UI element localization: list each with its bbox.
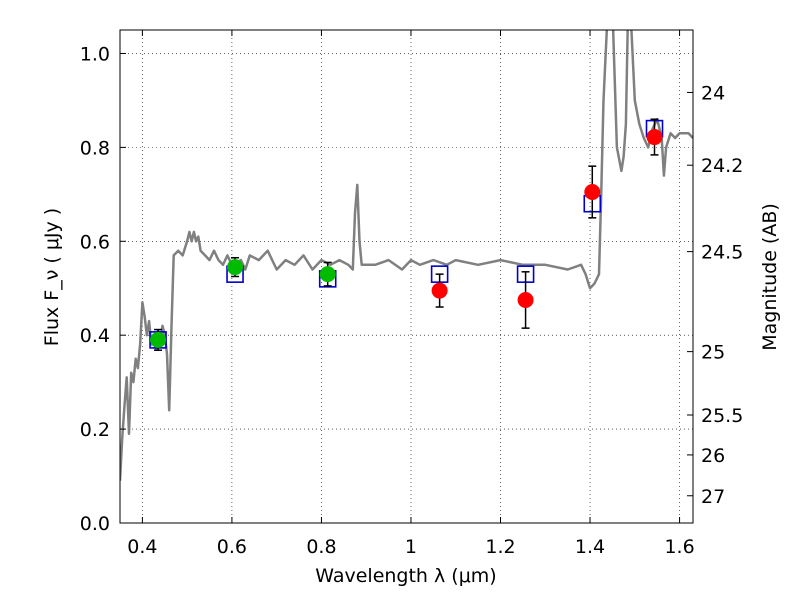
observed-flux-point xyxy=(517,291,534,308)
right-axis-label: Magnitude (AB) xyxy=(759,203,781,351)
x-tick-label: 1.2 xyxy=(485,536,515,558)
grid xyxy=(120,30,693,524)
magnitude-tick-label: 24 xyxy=(701,82,725,104)
y-tick-label: 0.4 xyxy=(80,325,110,347)
observed-flux-point xyxy=(150,331,167,348)
observed-flux-point xyxy=(646,129,663,146)
ticks: 0.4 0.6 0.8 1 1.2 1.4 1.6 0.0 0.2 0.4 0.6 0.8 1.0 24 2… xyxy=(80,30,743,558)
x-axis-label: Wavelength λ (μm) xyxy=(315,565,496,587)
magnitude-tick-label: 26 xyxy=(701,445,725,467)
y-axis-label: Flux F_ν ( μJy ) xyxy=(41,208,63,346)
plot-frame xyxy=(119,29,694,524)
magnitude-tick-label: 27 xyxy=(701,486,725,508)
x-tick-label: 0.6 xyxy=(217,536,247,558)
y-tick-label: 1.0 xyxy=(80,43,110,65)
magnitude-tick-label: 25 xyxy=(701,342,725,364)
x-tick-label: 1.4 xyxy=(575,536,605,558)
observed-flux-point xyxy=(431,282,448,299)
x-tick-label: 1.6 xyxy=(664,536,694,558)
observed-flux-point xyxy=(584,183,601,200)
plot-area xyxy=(120,30,693,481)
observed-flux-point xyxy=(319,266,336,283)
observed-flux-point xyxy=(227,259,244,276)
x-tick-label: 1 xyxy=(405,536,417,558)
magnitude-tick-label: 24.5 xyxy=(701,242,743,264)
y-tick-label: 0.2 xyxy=(80,419,110,441)
x-tick-label: 0.8 xyxy=(306,536,336,558)
y-tick-label: 0.6 xyxy=(80,231,110,253)
y-tick-label: 0.8 xyxy=(80,137,110,159)
spectrum-line xyxy=(120,30,693,481)
y-tick-label: 0.0 xyxy=(80,513,110,535)
magnitude-tick-label: 24.2 xyxy=(701,155,743,177)
magnitude-tick-label: 25.5 xyxy=(701,405,743,427)
x-tick-label: 0.4 xyxy=(127,536,157,558)
